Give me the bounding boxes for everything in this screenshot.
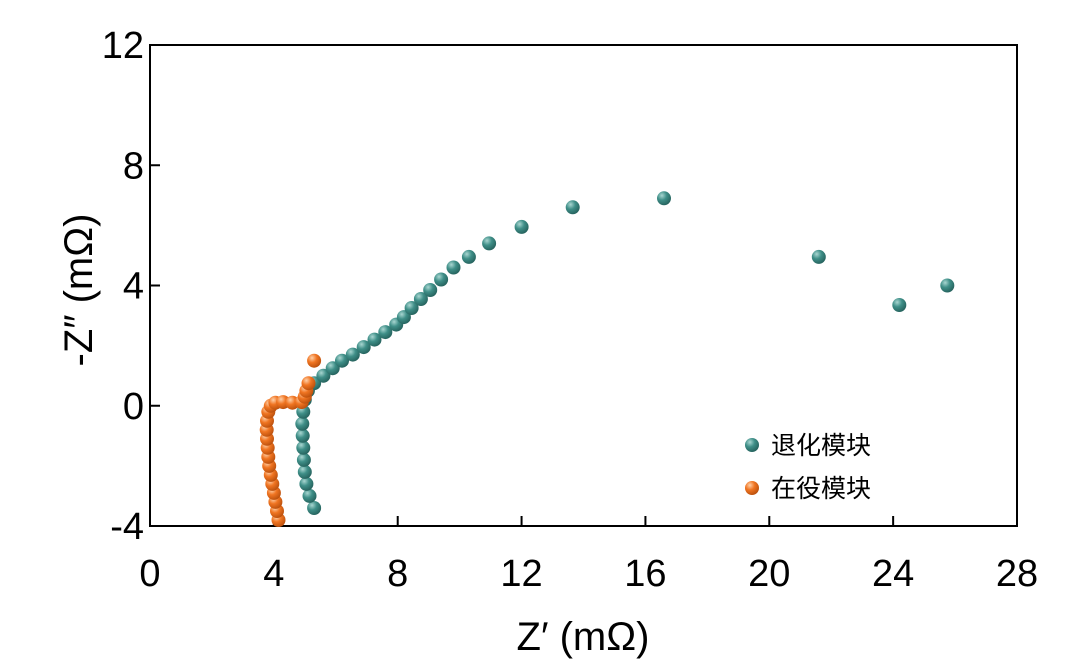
legend-marker-degraded [745,438,759,452]
data-point [404,301,419,315]
data-points [259,191,955,527]
x-tick-label: 24 [872,553,914,595]
data-point [811,249,826,264]
data-point [413,292,428,306]
y-tick-label: 8 [123,145,144,187]
legend: 退化模块 在役模块 [745,431,871,503]
data-point [892,298,907,312]
legend-label-in-service: 在役模块 [771,474,871,503]
data-point [367,332,382,347]
data-point [657,191,671,206]
y-axis: -4 0 4 8 12 [102,25,160,548]
y-tick-label: 4 [123,266,144,308]
data-point [325,361,340,376]
data-point [295,428,310,443]
data-point [434,272,449,287]
data-point [482,236,497,251]
data-point [316,368,331,383]
x-tick-label: 0 [139,553,160,595]
data-point [378,325,393,340]
y-tick-label: -4 [110,506,144,548]
plot-frame [149,44,1018,527]
data-point [335,353,349,368]
y-tick-label: 0 [123,386,144,428]
x-tick-label: 12 [500,553,542,595]
data-point [565,200,580,215]
data-point [296,440,311,455]
data-point [302,488,317,503]
data-point [446,260,461,275]
x-axis-label: Z′ (mΩ) [517,615,650,659]
legend-label-degraded: 退化模块 [771,431,871,460]
x-tick-label: 20 [748,553,790,595]
data-point [940,278,955,293]
data-point [514,219,529,234]
x-tick-label: 28 [996,553,1038,595]
data-point [307,501,322,515]
data-point [295,416,310,431]
data-point [356,340,371,355]
data-point [297,464,312,479]
data-point [396,310,411,325]
x-tick-label: 8 [387,553,408,595]
legend-marker-in-service [745,481,759,495]
data-point [299,476,314,491]
data-point [296,452,311,467]
data-point [345,347,360,362]
y-axis-label: -Z″ (mΩ) [57,214,101,367]
x-tick-label: 4 [263,553,284,595]
data-point [301,376,316,391]
x-tick-label: 16 [624,553,666,595]
y-tick-label: 12 [102,25,144,67]
data-point [307,353,322,368]
x-axis: 0 4 8 12 16 20 24 28 [139,516,1038,595]
series-1 [259,353,322,527]
data-point [423,283,438,297]
data-point [461,249,476,264]
